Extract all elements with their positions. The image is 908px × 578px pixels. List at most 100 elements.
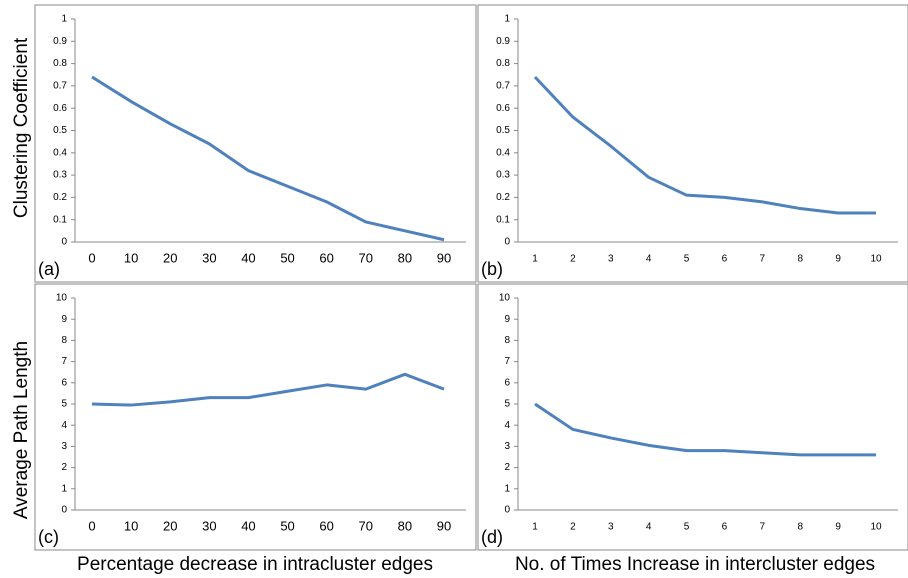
panel-label: (d) xyxy=(481,527,503,547)
x-tick-label: 2 xyxy=(570,254,576,265)
y-tick-label: 0.9 xyxy=(53,36,67,47)
x-tick-label: 5 xyxy=(684,522,690,533)
x-tick-label: 90 xyxy=(437,518,451,533)
x-tick-label: 10 xyxy=(124,250,138,265)
y-tick-label: 1 xyxy=(61,14,67,25)
y-tick-label: 3 xyxy=(504,441,510,452)
x-tick-label: 6 xyxy=(722,254,728,265)
y-tick-label: 0.2 xyxy=(53,192,67,203)
x-tick-label: 9 xyxy=(835,522,841,533)
y-tick-label: 3 xyxy=(61,441,67,452)
data-line xyxy=(91,75,445,242)
y-tick-label: 1 xyxy=(504,483,510,494)
x-tick-label: 7 xyxy=(760,522,766,533)
x-tick-label: 3 xyxy=(608,522,614,533)
x-tick-label: 6 xyxy=(722,522,728,533)
x-tick-label: 7 xyxy=(760,254,766,265)
x-tick-label: 8 xyxy=(797,522,803,533)
y-tick-label: 0.3 xyxy=(496,170,510,181)
y-tick-label: 8 xyxy=(504,335,510,346)
y-tick-label: 2 xyxy=(504,462,510,473)
y-tick-label: 0.5 xyxy=(53,125,67,136)
y-tick-label: 0.6 xyxy=(496,103,510,114)
x-tick-label: 4 xyxy=(646,522,652,533)
y-tick-label: 1 xyxy=(504,14,510,25)
panel-frame xyxy=(34,4,477,283)
y-tick-label: 0 xyxy=(504,505,510,516)
y-tick-label: 0 xyxy=(504,237,510,248)
x-tick-label: 60 xyxy=(319,518,333,533)
x-tick-label: 1 xyxy=(532,254,538,265)
y-tick-label: 7 xyxy=(61,356,67,367)
x-tick-label: 30 xyxy=(202,518,216,533)
x-tick-label: 8 xyxy=(797,254,803,265)
y-tick-label: 2 xyxy=(61,462,67,473)
x-tick-label: 70 xyxy=(359,250,373,265)
y-tick-label: 9 xyxy=(504,314,510,325)
x-tick-label: 60 xyxy=(319,250,333,265)
panel-frame xyxy=(477,283,908,551)
y-tick-label: 4 xyxy=(504,420,510,431)
x-tick-label: 1 xyxy=(532,522,538,533)
x-tick-label: 80 xyxy=(398,518,412,533)
y-tick-label: 0.4 xyxy=(496,147,510,158)
panel-label: (c) xyxy=(38,527,59,547)
x-tick-label: 5 xyxy=(684,254,690,265)
y-tick-label: 0 xyxy=(61,237,67,248)
y-tick-label: 0.1 xyxy=(53,214,67,225)
y-axis-label: Clustering Coefficient xyxy=(11,37,32,218)
y-tick-label: 10 xyxy=(499,293,511,304)
y-tick-label: 0.8 xyxy=(53,58,67,69)
x-tick-label: 40 xyxy=(241,518,255,533)
data-line xyxy=(534,402,876,457)
x-tick-label: 2 xyxy=(570,522,576,533)
x-tick-label: 10 xyxy=(124,518,138,533)
x-tick-label: 40 xyxy=(241,250,255,265)
y-tick-label: 0.3 xyxy=(53,170,67,181)
x-tick-label: 50 xyxy=(280,518,294,533)
y-tick-label: 0.5 xyxy=(496,125,510,136)
x-tick-label: 4 xyxy=(646,254,652,265)
y-tick-label: 0.7 xyxy=(496,81,510,92)
y-tick-label: 6 xyxy=(504,377,510,388)
data-line xyxy=(533,75,876,215)
x-tick-label: 80 xyxy=(398,250,412,265)
x-tick-label: 0 xyxy=(88,518,95,533)
y-tick-label: 5 xyxy=(504,399,510,410)
y-tick-label: 0.9 xyxy=(496,36,510,47)
x-tick-label: 90 xyxy=(437,250,451,265)
y-tick-label: 9 xyxy=(61,314,67,325)
y-tick-label: 5 xyxy=(61,399,67,410)
data-line xyxy=(91,372,445,407)
x-tick-label: 50 xyxy=(280,250,294,265)
y-tick-label: 1 xyxy=(61,483,67,494)
y-tick-label: 7 xyxy=(504,356,510,367)
x-axis-label: Percentage decrease in intracluster edge… xyxy=(77,554,433,575)
x-tick-label: 3 xyxy=(608,254,614,265)
y-tick-label: 4 xyxy=(61,420,67,431)
x-tick-label: 30 xyxy=(202,250,216,265)
x-tick-label: 0 xyxy=(88,250,95,265)
x-tick-label: 9 xyxy=(835,254,841,265)
y-axis-label: Average Path Length xyxy=(11,341,32,519)
x-tick-label: 20 xyxy=(163,518,177,533)
y-tick-label: 0 xyxy=(61,505,67,516)
y-tick-label: 0.1 xyxy=(496,214,510,225)
x-axis-label: No. of Times Increase in intercluster ed… xyxy=(515,554,875,575)
y-tick-label: 10 xyxy=(56,293,68,304)
y-tick-label: 8 xyxy=(61,335,67,346)
y-tick-label: 6 xyxy=(61,377,67,388)
y-tick-label: 0.4 xyxy=(53,147,67,158)
panel-frame xyxy=(34,283,477,551)
y-tick-label: 0.8 xyxy=(496,58,510,69)
x-tick-label: 20 xyxy=(163,250,177,265)
x-tick-label: 70 xyxy=(359,518,373,533)
panel-frame xyxy=(477,4,908,283)
panel-label: (b) xyxy=(481,259,503,279)
panel-label: (a) xyxy=(38,259,60,279)
y-tick-label: 0.2 xyxy=(496,192,510,203)
y-tick-label: 0.7 xyxy=(53,81,67,92)
y-tick-label: 0.6 xyxy=(53,103,67,114)
x-tick-label: 10 xyxy=(870,254,882,265)
